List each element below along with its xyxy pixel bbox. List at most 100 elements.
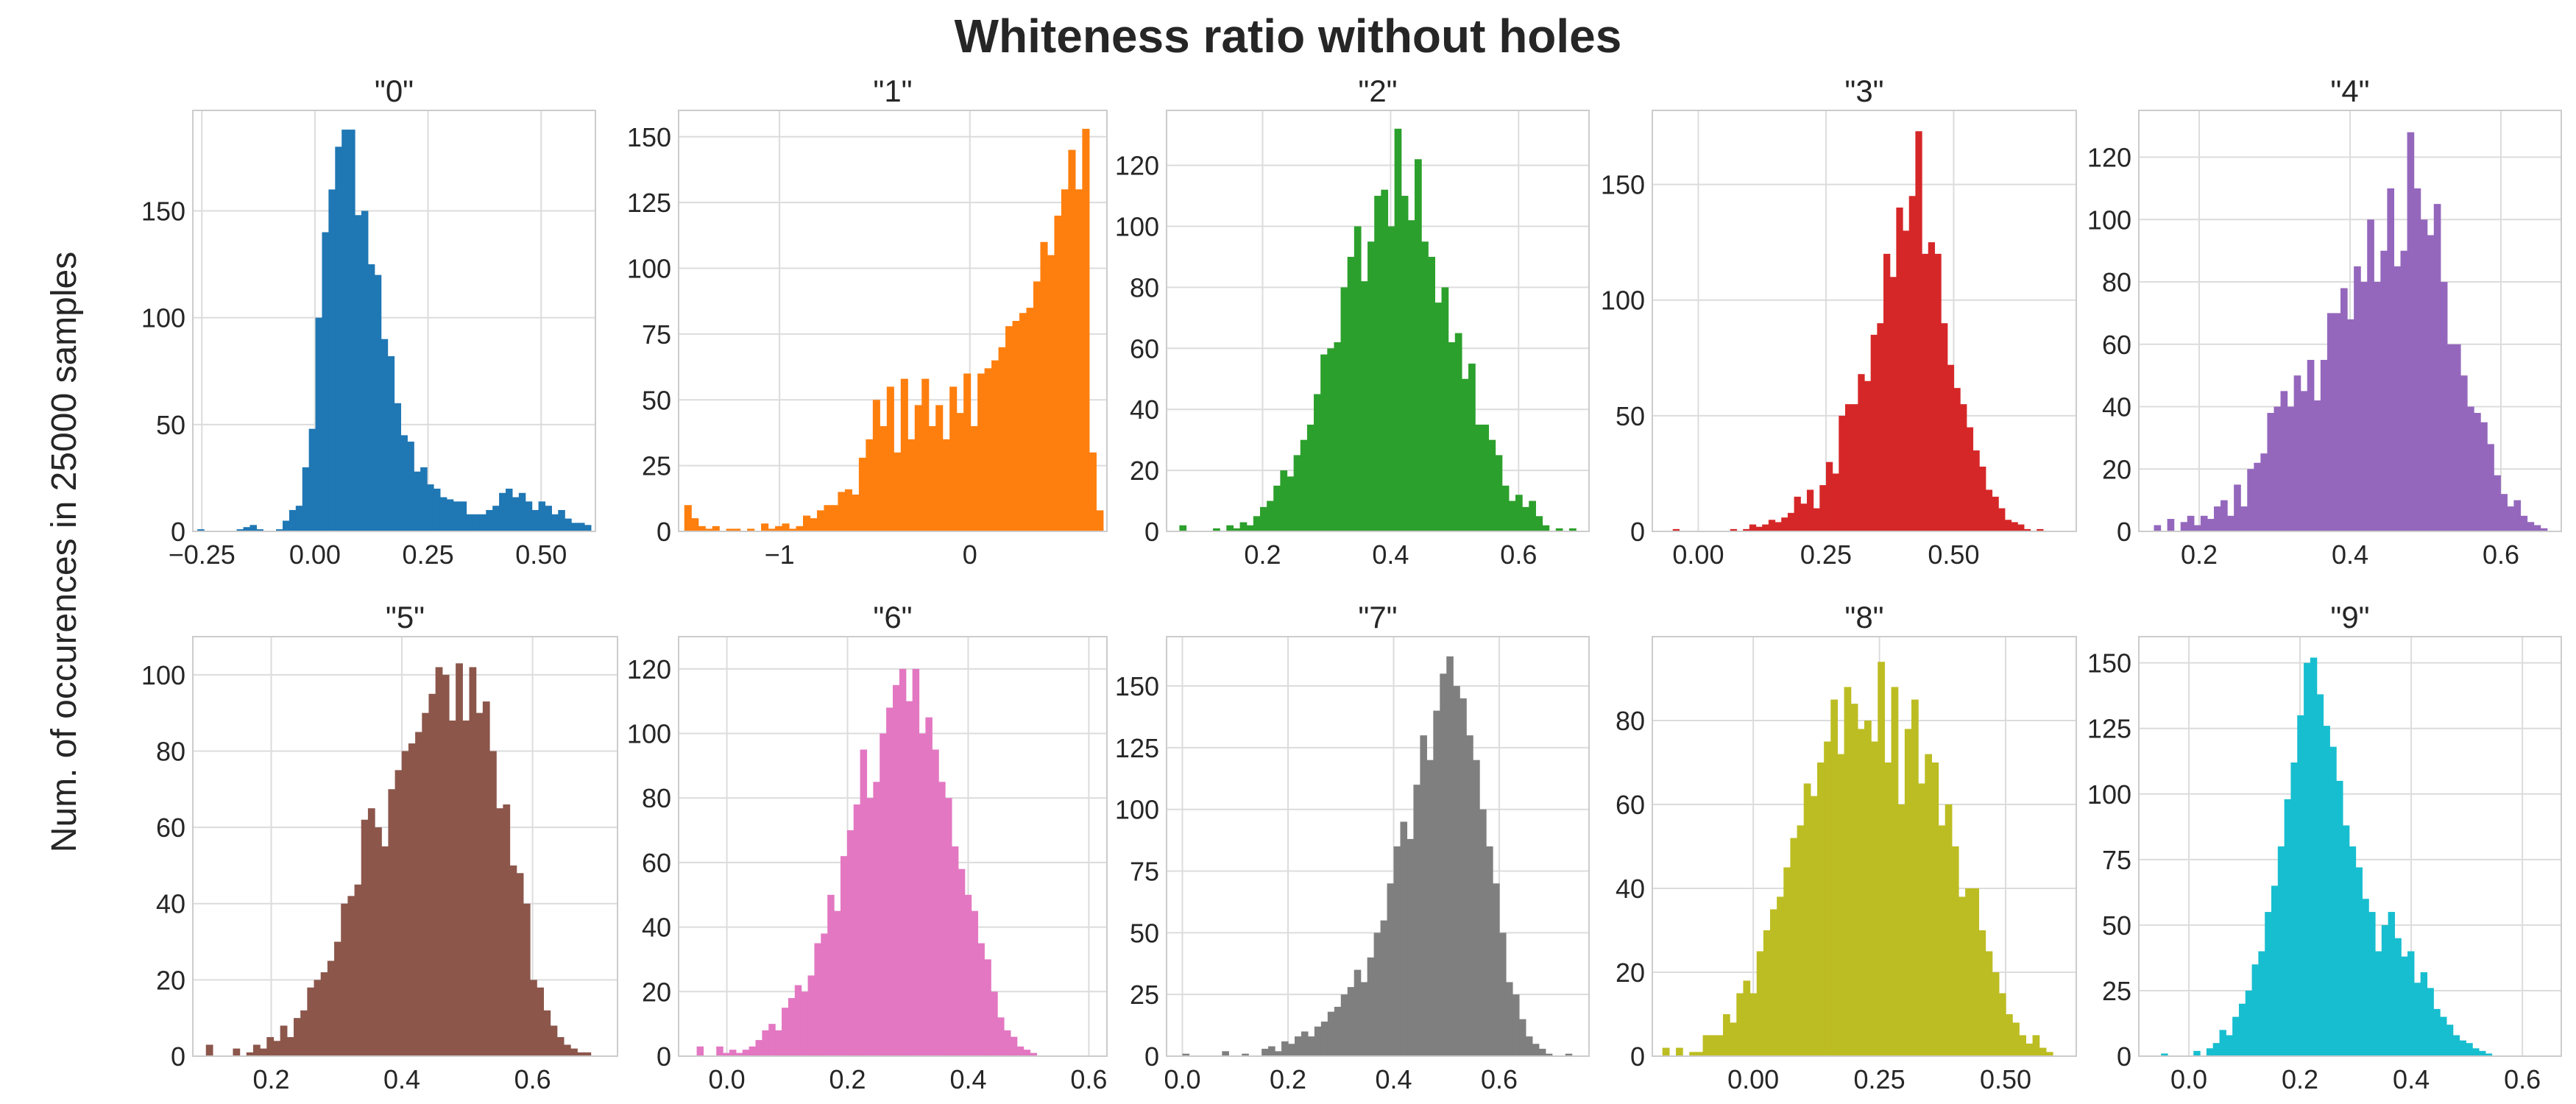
histogram-bar	[1522, 506, 1529, 531]
histogram-bar	[2440, 1016, 2447, 1056]
histogram-bar	[1965, 888, 1972, 1056]
y-tick-label: 0	[2117, 1041, 2131, 1072]
x-tick-label: 0.2	[829, 1064, 866, 1094]
histogram-bar	[2307, 359, 2315, 531]
histogram-bar	[1508, 500, 1516, 531]
y-tick-label: 0	[1144, 1041, 1159, 1072]
y-tick-label: 80	[642, 783, 671, 813]
histogram-bar	[1817, 762, 1825, 1056]
histogram-bar	[866, 439, 874, 531]
histogram-bar	[1262, 1048, 1269, 1056]
histogram-bar	[1797, 825, 1805, 1056]
histogram-bar	[2347, 319, 2354, 531]
axes-frame	[2138, 636, 2562, 1057]
histogram-bar	[921, 378, 930, 531]
histogram-bar	[355, 215, 362, 531]
histogram-bar	[1864, 721, 1872, 1056]
histogram-bar	[2277, 846, 2285, 1056]
histogram-bar	[1992, 496, 1999, 531]
histogram-bar	[2440, 282, 2448, 531]
histogram-bar	[712, 526, 720, 531]
x-tick-label: 0.4	[1376, 1064, 1412, 1094]
histogram-bar	[1555, 528, 1563, 531]
axes-frame	[1166, 636, 1590, 1057]
histogram-bar	[1857, 729, 1865, 1056]
histogram-bar	[816, 510, 825, 531]
histogram-bar	[1016, 1046, 1025, 1056]
x-tick-label: 0.2	[1270, 1064, 1306, 1094]
histogram-bar	[496, 808, 503, 1056]
histogram-bar	[282, 520, 290, 531]
histogram-bar	[295, 506, 303, 531]
panel-5: "5" 0 20 40 60 80 100 0.2 0.4 0.6	[141, 600, 618, 1094]
x-tick-label: 0.50	[515, 539, 567, 570]
histogram-bar	[2004, 520, 2012, 531]
panel-title: "6"	[873, 600, 912, 634]
histogram-bar	[860, 749, 868, 1056]
histogram-bar	[2247, 469, 2254, 531]
panel-title: "9"	[2330, 600, 2369, 634]
y-tick-label: 25	[2102, 976, 2131, 1006]
histogram-bar	[1985, 489, 1993, 531]
histogram-bar	[408, 743, 416, 1056]
histogram-bar	[853, 804, 861, 1056]
y-tick-label: 80	[1130, 272, 1159, 302]
histogram-bar	[518, 492, 526, 531]
histogram-bar	[1918, 783, 1925, 1056]
histogram-bar	[970, 426, 978, 531]
histogram-bar	[788, 998, 796, 1056]
histogram-bar	[2513, 500, 2522, 531]
histogram-bar	[558, 509, 565, 531]
y-tick-label: 100	[627, 719, 671, 749]
histogram-bar	[1466, 735, 1473, 1056]
x-tick-label: 0.4	[1372, 539, 1409, 570]
histogram-bar	[1830, 699, 1839, 1056]
histogram-bar	[1306, 424, 1314, 531]
histogram-bar	[1415, 159, 1422, 531]
y-tick-label: 100	[141, 660, 185, 690]
histogram-bar	[858, 457, 866, 531]
histogram-bar	[1958, 896, 1966, 1056]
histogram-bar	[2355, 867, 2363, 1056]
y-tick-label: 20	[156, 965, 185, 995]
histogram-bar	[1832, 473, 1839, 531]
histogram-bar	[2342, 825, 2350, 1056]
x-tick-label: 0.6	[2483, 539, 2519, 570]
histogram-bar	[1941, 323, 1948, 531]
histogram-bar	[516, 873, 524, 1056]
histogram-bar	[2032, 1035, 2040, 1056]
histogram-bar	[2413, 983, 2421, 1056]
histogram-bar	[565, 518, 572, 531]
histogram-bar	[2453, 344, 2461, 531]
histogram-bar	[2019, 1035, 2027, 1056]
histogram-bar	[1951, 846, 1959, 1056]
histogram-bar	[1878, 662, 1886, 1056]
histogram-bar	[2240, 506, 2248, 531]
histogram-bar	[503, 804, 511, 1056]
histogram-bar	[2478, 1050, 2486, 1056]
x-tick-label: 0.00	[1727, 1064, 1779, 1094]
histogram-bar	[1839, 415, 1846, 531]
histogram-bar	[2290, 762, 2298, 1056]
histogram-bar	[1482, 424, 1490, 531]
histogram-bar	[1068, 149, 1076, 531]
y-tick-label: 100	[2087, 779, 2131, 810]
histogram-bar	[2380, 250, 2388, 531]
histogram-bar	[1486, 846, 1493, 1056]
histogram-bar	[1877, 323, 1884, 531]
histogram-bar	[415, 732, 422, 1056]
x-tick-label: 0.0	[1164, 1064, 1201, 1094]
histogram-bar	[387, 355, 395, 531]
histogram-bar	[1459, 698, 1467, 1056]
axes-frame	[678, 110, 1108, 532]
histogram-bar	[256, 529, 263, 531]
histogram-bar	[838, 492, 846, 531]
histogram-bar	[2407, 951, 2415, 1056]
panel-title: "2"	[1358, 74, 1397, 108]
histogram-bar	[2238, 1003, 2246, 1056]
histogram-bar	[1479, 809, 1487, 1056]
histogram-bar	[2466, 1043, 2473, 1056]
histogram-bar	[315, 317, 323, 531]
figure-title: Whiteness ratio without holes	[955, 10, 1622, 63]
histogram-bar	[1934, 253, 1942, 531]
